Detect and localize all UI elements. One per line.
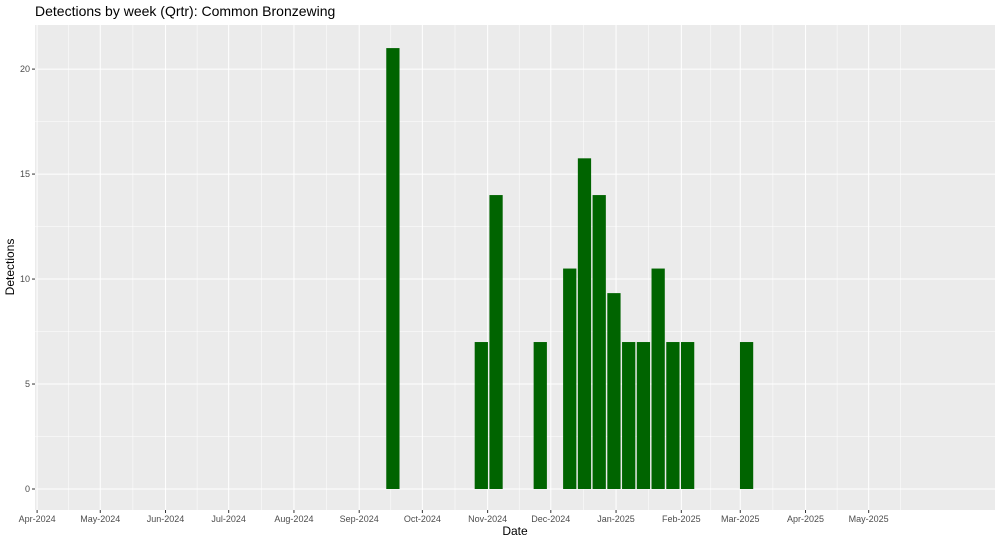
bar [592, 195, 606, 490]
plot-panel [35, 25, 995, 510]
bar [622, 342, 636, 490]
y-axis-title: Detections [3, 239, 17, 296]
x-tick-label: Oct-2024 [404, 514, 441, 524]
y-tick-label: 10 [20, 274, 30, 284]
bar [386, 48, 400, 490]
x-tick-label: Jul-2024 [211, 514, 246, 524]
chart-title: Detections by week (Qrtr): Common Bronze… [35, 3, 335, 19]
x-tick-label: Sep-2024 [340, 514, 379, 524]
x-tick-label: May-2024 [80, 514, 120, 524]
bar [651, 268, 665, 490]
bar [607, 293, 621, 490]
x-tick-label: Jan-2025 [597, 514, 635, 524]
x-tick-label: Aug-2024 [274, 514, 313, 524]
bar [666, 342, 680, 490]
x-tick-label: Mar-2025 [721, 514, 760, 524]
bar [739, 342, 754, 490]
x-tick-label: Jun-2024 [147, 514, 185, 524]
y-axis: 0 5 10 15 20 [20, 64, 35, 494]
y-tick-label: 20 [20, 64, 30, 74]
x-tick-label: Feb-2025 [662, 514, 701, 524]
y-tick-label: 5 [25, 379, 30, 389]
bar [577, 158, 592, 490]
bar [533, 342, 547, 490]
x-tick-label: Apr-2025 [787, 514, 824, 524]
x-tick-label: Nov-2024 [468, 514, 507, 524]
y-tick-label: 0 [25, 484, 30, 494]
x-axis-title: Date [502, 524, 528, 538]
y-tick-label: 15 [20, 169, 30, 179]
x-tick-label: Apr-2024 [19, 514, 56, 524]
x-axis: Apr-2024 May-2024 Jun-2024 Jul-2024 Aug-2024… [19, 510, 889, 524]
bars [386, 48, 754, 490]
x-tick-label: Dec-2024 [531, 514, 570, 524]
bar [636, 342, 651, 490]
bar [681, 342, 695, 490]
x-tick-label: May-2025 [849, 514, 889, 524]
bar [474, 342, 488, 490]
bar [489, 195, 503, 490]
bar [563, 268, 577, 490]
